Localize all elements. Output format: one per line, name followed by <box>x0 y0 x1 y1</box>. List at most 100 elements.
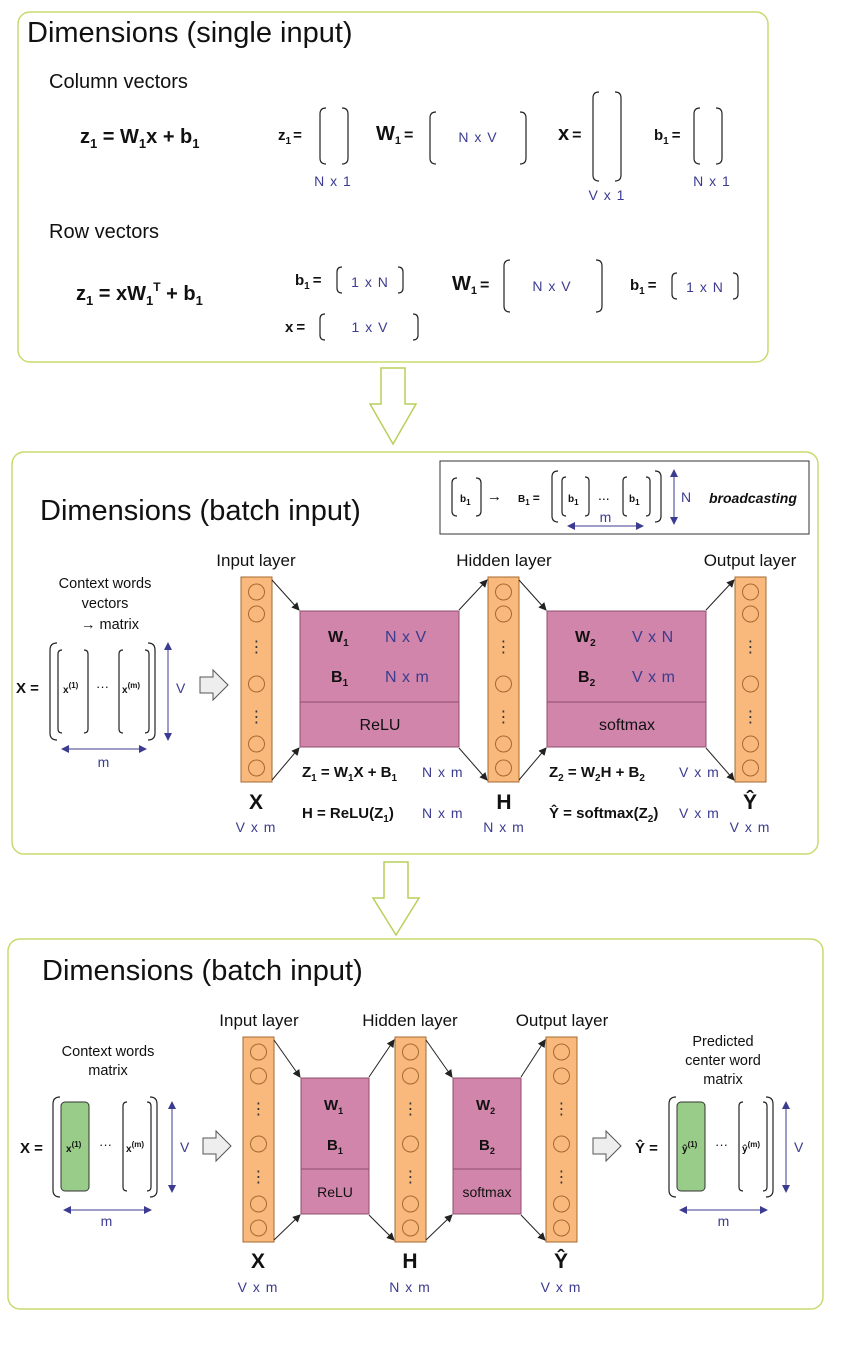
svg-text:N x m: N x m <box>385 669 429 686</box>
connection-arrows-2 <box>271 579 735 781</box>
svg-text:B2: B2 <box>578 669 596 689</box>
svg-text:b1=: b1 = <box>654 127 681 147</box>
context-matrix-caption-line1: Context words <box>62 1044 155 1060</box>
Y-label-3: Ŷ <box>554 1249 568 1273</box>
H-label-3: H <box>402 1250 417 1273</box>
panel-batch-input-2: Dimensions (batch input) Context words m… <box>7 938 824 1310</box>
svg-text:m: m <box>101 1213 114 1229</box>
svg-text:⋮: ⋮ <box>403 1101 419 1118</box>
column-vectors-heading: Column vectors <box>49 71 188 93</box>
svg-text:ReLU: ReLU <box>360 717 401 734</box>
svg-text:x(m): x(m) <box>126 1140 144 1155</box>
svg-text:V x 1: V x 1 <box>589 187 626 203</box>
X-dim: V x m <box>236 819 277 835</box>
output-layer-neurons-3: ⋮ ⋮ <box>545 1036 578 1243</box>
svg-text:1 x V: 1 x V <box>352 319 389 335</box>
svg-text:1 x N: 1 x N <box>351 274 389 290</box>
gray-arrow-3a <box>202 1129 232 1163</box>
row-vectors-heading: Row vectors <box>49 221 159 243</box>
svg-text:W1=: W1 = <box>376 123 413 147</box>
svg-text:b1=: b1 = <box>630 277 657 297</box>
svg-text:N x 1: N x 1 <box>314 173 352 189</box>
svg-text:W2: W2 <box>575 629 596 649</box>
svg-text:V x m: V x m <box>632 669 675 686</box>
equation-z2-dim: V x m <box>679 764 720 780</box>
batch-X-matrix-3: X = x(1) ··· x(m) V m <box>20 1096 189 1229</box>
svg-text:broadcasting: broadcasting <box>709 490 797 506</box>
broadcasting-inset: b1 → B1 = b1 ... b1 m N broadcasting <box>439 460 810 535</box>
svg-text:ReLU: ReLU <box>317 1184 353 1200</box>
svg-text:ŷ(1): ŷ(1) <box>682 1140 698 1155</box>
gray-arrow-3b <box>592 1129 622 1163</box>
svg-text:⋮: ⋮ <box>249 709 265 726</box>
equation-h: H = ReLU(Z1) <box>302 805 394 825</box>
svg-text:x(1): x(1) <box>66 1140 82 1155</box>
hidden-layer-label: Hidden layer <box>456 551 552 570</box>
svg-text:b1: b1 <box>460 494 471 507</box>
context-caption-line1: Context words <box>59 576 152 592</box>
column-equation: z1 = W1x + b1 <box>80 126 200 151</box>
input-layer-label: Input layer <box>216 551 296 570</box>
down-arrow-1 <box>368 367 418 446</box>
equation-yhat: Ŷ = softmax(Z2) <box>549 804 658 825</box>
weight-block-3a: W1 B1 ReLU <box>300 1077 370 1215</box>
svg-text:m: m <box>98 754 111 770</box>
predicted-caption-line3: matrix <box>703 1072 743 1088</box>
svg-text:⋮: ⋮ <box>496 709 512 726</box>
row-b1-vector-2: b1 = 1 x N <box>630 272 739 300</box>
svg-text:N x V: N x V <box>458 129 497 145</box>
svg-text:⋮: ⋮ <box>496 639 512 656</box>
svg-text:z1=: z1 = <box>278 127 302 147</box>
weight-block-3b: W2 B2 softmax <box>452 1077 522 1215</box>
svg-text:⋮: ⋮ <box>554 1169 570 1186</box>
svg-text:⋮: ⋮ <box>554 1101 570 1118</box>
svg-text:x(1): x(1) <box>63 681 79 696</box>
context-matrix-caption-line2: matrix <box>88 1063 128 1079</box>
row-x-vector: x = 1 x V <box>285 313 419 341</box>
svg-text:B2: B2 <box>479 1137 495 1156</box>
equation-h-dim: N x m <box>422 805 464 821</box>
svg-text:···: ··· <box>99 1137 112 1152</box>
svg-text:B1: B1 <box>327 1137 343 1156</box>
output-layer-label: Output layer <box>704 551 797 570</box>
Y-dim-3: V x m <box>541 1279 582 1295</box>
svg-text:N: N <box>681 489 692 505</box>
svg-text:W1: W1 <box>328 629 349 649</box>
input-layer-neurons: ⋮ ⋮ <box>240 576 273 783</box>
svg-text:W2: W2 <box>476 1097 495 1116</box>
weight-block-2: W2 V x N B2 V x m softmax <box>546 610 707 748</box>
row-b1-vector: b1 = 1 x N <box>295 266 404 294</box>
input-layer-label-3: Input layer <box>219 1011 299 1030</box>
panel-single-input: Dimensions (single input) Column vectors… <box>17 11 769 363</box>
svg-text:⋮: ⋮ <box>403 1169 419 1186</box>
batch-X-matrix: X = x(1) ··· x(m) V m <box>16 642 186 770</box>
svg-text:softmax: softmax <box>462 1184 511 1200</box>
svg-text:⋮: ⋮ <box>251 1169 267 1186</box>
down-arrow-2 <box>371 861 421 937</box>
svg-text:b1=: b1 = <box>295 272 322 292</box>
col-z1-vector: z1 = N x 1 <box>278 107 352 189</box>
context-caption-line2: vectors <box>82 596 129 612</box>
row-equation: z1 = xW1T + b1 <box>76 280 203 308</box>
hidden-layer-neurons-3: ⋮ ⋮ <box>394 1036 427 1243</box>
svg-text:...: ... <box>598 487 610 503</box>
svg-text:V: V <box>176 680 186 696</box>
panel3-title: Dimensions (batch input) <box>42 955 363 987</box>
svg-text:⋮: ⋮ <box>743 639 759 656</box>
svg-text:m: m <box>718 1213 731 1229</box>
svg-text:W1: W1 <box>324 1097 343 1116</box>
svg-text:1 x N: 1 x N <box>686 279 724 295</box>
equation-z2: Z2 = W2H + B2 <box>549 764 645 784</box>
svg-text:Ŷ =: Ŷ = <box>635 1139 658 1157</box>
H-dim-3: N x m <box>389 1279 431 1295</box>
output-layer-label-3: Output layer <box>516 1011 609 1030</box>
svg-text:B1: B1 <box>331 669 349 689</box>
H-dim: N x m <box>483 819 525 835</box>
svg-text:B1=: B1 = <box>518 491 540 507</box>
svg-text:···: ··· <box>96 679 109 694</box>
svg-text:⋮: ⋮ <box>743 709 759 726</box>
col-b1-vector: b1 = N x 1 <box>654 107 730 189</box>
predicted-caption-line1: Predicted <box>692 1034 753 1050</box>
svg-text:N x V: N x V <box>385 629 427 646</box>
